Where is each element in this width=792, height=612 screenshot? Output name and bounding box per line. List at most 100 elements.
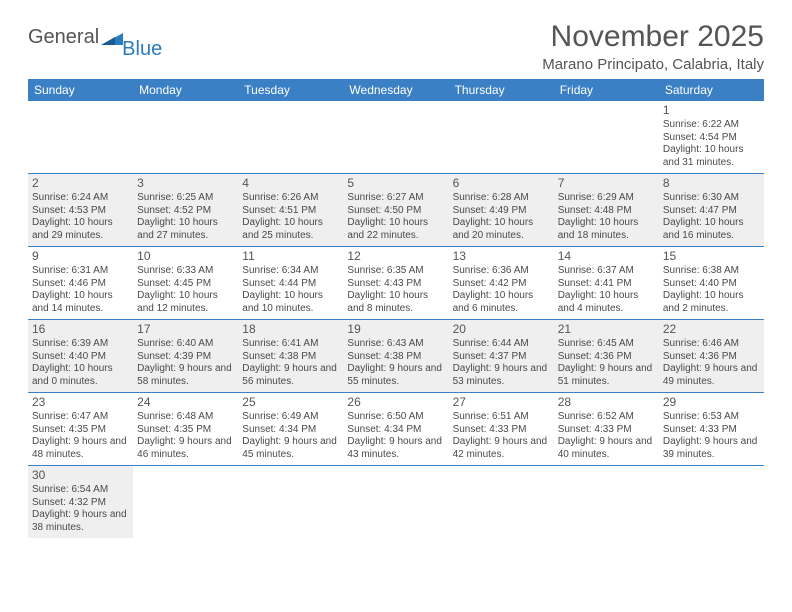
sunset-text: Sunset: 4:35 PM bbox=[32, 424, 129, 437]
day-number: 5 bbox=[347, 176, 444, 191]
header: General Blue November 2025 Marano Princi… bbox=[28, 20, 764, 73]
daylight-text: Daylight: 10 hours and 0 minutes. bbox=[32, 363, 129, 388]
day-number: 24 bbox=[137, 395, 234, 410]
sunset-text: Sunset: 4:43 PM bbox=[347, 278, 444, 291]
sunrise-text: Sunrise: 6:35 AM bbox=[347, 265, 444, 278]
calendar-cell-empty bbox=[659, 466, 764, 538]
daylight-text: Daylight: 9 hours and 38 minutes. bbox=[32, 509, 129, 534]
sunrise-text: Sunrise: 6:28 AM bbox=[453, 192, 550, 205]
day-number: 30 bbox=[32, 468, 129, 483]
sunset-text: Sunset: 4:54 PM bbox=[663, 132, 760, 145]
sunrise-text: Sunrise: 6:34 AM bbox=[242, 265, 339, 278]
sunrise-text: Sunrise: 6:26 AM bbox=[242, 192, 339, 205]
week-row: 16Sunrise: 6:39 AMSunset: 4:40 PMDayligh… bbox=[28, 320, 764, 393]
sunset-text: Sunset: 4:49 PM bbox=[453, 205, 550, 218]
daylight-text: Daylight: 9 hours and 53 minutes. bbox=[453, 363, 550, 388]
sunset-text: Sunset: 4:40 PM bbox=[32, 351, 129, 364]
calendar-cell-empty bbox=[238, 466, 343, 538]
daylight-text: Daylight: 10 hours and 20 minutes. bbox=[453, 217, 550, 242]
calendar-cell-empty bbox=[449, 101, 554, 173]
daylight-text: Daylight: 10 hours and 4 minutes. bbox=[558, 290, 655, 315]
sunrise-text: Sunrise: 6:46 AM bbox=[663, 338, 760, 351]
sunrise-text: Sunrise: 6:38 AM bbox=[663, 265, 760, 278]
daylight-text: Daylight: 9 hours and 40 minutes. bbox=[558, 436, 655, 461]
calendar-cell-empty bbox=[133, 101, 238, 173]
day-number: 23 bbox=[32, 395, 129, 410]
daylight-text: Daylight: 9 hours and 55 minutes. bbox=[347, 363, 444, 388]
calendar-cell: 12Sunrise: 6:35 AMSunset: 4:43 PMDayligh… bbox=[343, 247, 448, 319]
day-number: 4 bbox=[242, 176, 339, 191]
sunset-text: Sunset: 4:33 PM bbox=[558, 424, 655, 437]
calendar-cell: 28Sunrise: 6:52 AMSunset: 4:33 PMDayligh… bbox=[554, 393, 659, 465]
calendar-cell: 16Sunrise: 6:39 AMSunset: 4:40 PMDayligh… bbox=[28, 320, 133, 392]
calendar-cell: 7Sunrise: 6:29 AMSunset: 4:48 PMDaylight… bbox=[554, 174, 659, 246]
week-row: 2Sunrise: 6:24 AMSunset: 4:53 PMDaylight… bbox=[28, 174, 764, 247]
calendar-cell: 6Sunrise: 6:28 AMSunset: 4:49 PMDaylight… bbox=[449, 174, 554, 246]
day-number: 15 bbox=[663, 249, 760, 264]
calendar-cell: 2Sunrise: 6:24 AMSunset: 4:53 PMDaylight… bbox=[28, 174, 133, 246]
flag-icon bbox=[101, 31, 123, 47]
daylight-text: Daylight: 9 hours and 45 minutes. bbox=[242, 436, 339, 461]
sunrise-text: Sunrise: 6:33 AM bbox=[137, 265, 234, 278]
calendar-cell: 3Sunrise: 6:25 AMSunset: 4:52 PMDaylight… bbox=[133, 174, 238, 246]
daylight-text: Daylight: 9 hours and 42 minutes. bbox=[453, 436, 550, 461]
sunset-text: Sunset: 4:36 PM bbox=[663, 351, 760, 364]
daylight-text: Daylight: 10 hours and 22 minutes. bbox=[347, 217, 444, 242]
daylight-text: Daylight: 9 hours and 51 minutes. bbox=[558, 363, 655, 388]
page-title: November 2025 bbox=[542, 20, 764, 54]
calendar-cell-empty bbox=[343, 101, 448, 173]
calendar-cell-empty bbox=[449, 466, 554, 538]
day-header: Saturday bbox=[659, 79, 764, 101]
calendar-cell: 25Sunrise: 6:49 AMSunset: 4:34 PMDayligh… bbox=[238, 393, 343, 465]
sunset-text: Sunset: 4:41 PM bbox=[558, 278, 655, 291]
weeks-container: 1Sunrise: 6:22 AMSunset: 4:54 PMDaylight… bbox=[28, 101, 764, 538]
sunrise-text: Sunrise: 6:27 AM bbox=[347, 192, 444, 205]
day-number: 13 bbox=[453, 249, 550, 264]
sunset-text: Sunset: 4:46 PM bbox=[32, 278, 129, 291]
day-number: 20 bbox=[453, 322, 550, 337]
day-number: 12 bbox=[347, 249, 444, 264]
daylight-text: Daylight: 9 hours and 48 minutes. bbox=[32, 436, 129, 461]
sunrise-text: Sunrise: 6:54 AM bbox=[32, 484, 129, 497]
sunrise-text: Sunrise: 6:50 AM bbox=[347, 411, 444, 424]
day-number: 11 bbox=[242, 249, 339, 264]
calendar-cell: 20Sunrise: 6:44 AMSunset: 4:37 PMDayligh… bbox=[449, 320, 554, 392]
sunset-text: Sunset: 4:34 PM bbox=[347, 424, 444, 437]
sunset-text: Sunset: 4:32 PM bbox=[32, 497, 129, 510]
calendar-cell: 10Sunrise: 6:33 AMSunset: 4:45 PMDayligh… bbox=[133, 247, 238, 319]
day-number: 22 bbox=[663, 322, 760, 337]
calendar-cell: 23Sunrise: 6:47 AMSunset: 4:35 PMDayligh… bbox=[28, 393, 133, 465]
page-subtitle: Marano Principato, Calabria, Italy bbox=[542, 56, 764, 73]
daylight-text: Daylight: 10 hours and 18 minutes. bbox=[558, 217, 655, 242]
calendar-cell-empty bbox=[238, 101, 343, 173]
day-header-row: Sunday Monday Tuesday Wednesday Thursday… bbox=[28, 79, 764, 101]
sunset-text: Sunset: 4:51 PM bbox=[242, 205, 339, 218]
daylight-text: Daylight: 9 hours and 39 minutes. bbox=[663, 436, 760, 461]
sunset-text: Sunset: 4:50 PM bbox=[347, 205, 444, 218]
calendar-cell-empty bbox=[554, 101, 659, 173]
day-number: 2 bbox=[32, 176, 129, 191]
sunrise-text: Sunrise: 6:30 AM bbox=[663, 192, 760, 205]
week-row: 23Sunrise: 6:47 AMSunset: 4:35 PMDayligh… bbox=[28, 393, 764, 466]
day-number: 1 bbox=[663, 103, 760, 118]
daylight-text: Daylight: 10 hours and 12 minutes. bbox=[137, 290, 234, 315]
day-number: 10 bbox=[137, 249, 234, 264]
day-number: 19 bbox=[347, 322, 444, 337]
day-number: 26 bbox=[347, 395, 444, 410]
daylight-text: Daylight: 9 hours and 43 minutes. bbox=[347, 436, 444, 461]
sunset-text: Sunset: 4:38 PM bbox=[347, 351, 444, 364]
daylight-text: Daylight: 10 hours and 25 minutes. bbox=[242, 217, 339, 242]
sunset-text: Sunset: 4:53 PM bbox=[32, 205, 129, 218]
calendar-cell: 15Sunrise: 6:38 AMSunset: 4:40 PMDayligh… bbox=[659, 247, 764, 319]
day-number: 25 bbox=[242, 395, 339, 410]
calendar-cell: 27Sunrise: 6:51 AMSunset: 4:33 PMDayligh… bbox=[449, 393, 554, 465]
sunset-text: Sunset: 4:33 PM bbox=[663, 424, 760, 437]
day-number: 8 bbox=[663, 176, 760, 191]
sunset-text: Sunset: 4:33 PM bbox=[453, 424, 550, 437]
calendar-cell-empty bbox=[343, 466, 448, 538]
sunrise-text: Sunrise: 6:51 AM bbox=[453, 411, 550, 424]
sunset-text: Sunset: 4:52 PM bbox=[137, 205, 234, 218]
daylight-text: Daylight: 10 hours and 6 minutes. bbox=[453, 290, 550, 315]
day-header: Tuesday bbox=[238, 79, 343, 101]
sunrise-text: Sunrise: 6:25 AM bbox=[137, 192, 234, 205]
